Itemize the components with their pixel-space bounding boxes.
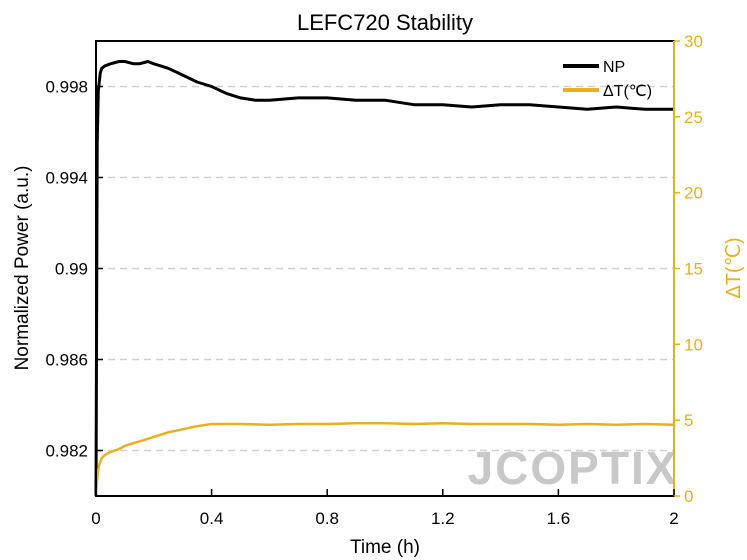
y2-tick-label-1: 5 (684, 411, 693, 430)
y2-axis-label: ΔT(℃) (723, 237, 745, 298)
x-tick-label-0: 0 (91, 509, 100, 528)
x-axis-label: Time (h) (350, 537, 420, 558)
y2-tick-label-2: 10 (684, 335, 703, 354)
y-tick-label-2: 0.99 (55, 260, 88, 279)
y2-tick-label-5: 25 (684, 108, 703, 127)
y-tick-label-4: 0.998 (45, 78, 88, 97)
series-line-dt (94, 421, 675, 497)
x-axis: 0 0.4 0.8 1.2 1.6 2 (91, 489, 679, 528)
series-line-np (94, 60, 674, 497)
y-tick-label-3: 0.994 (45, 169, 88, 188)
legend-label-np: NP (603, 59, 625, 76)
chart-title: LEFC720 Stability (297, 10, 473, 35)
x-tick-label-5: 2 (669, 509, 678, 528)
y2-tick-label-3: 15 (684, 260, 703, 279)
y-tick-label-0: 0.982 (45, 442, 88, 461)
gridlines (96, 85, 674, 452)
legend: NP ΔT(℃) (563, 59, 652, 100)
x-tick-label-3: 1.2 (431, 509, 455, 528)
series-group (94, 60, 675, 497)
y-axis-left: 0.982 0.986 0.99 0.994 0.998 (45, 78, 103, 461)
x-tick-label-2: 0.8 (315, 509, 339, 528)
y2-tick-label-0: 0 (684, 487, 693, 506)
x-tick-label-4: 1.6 (547, 509, 571, 528)
y2-tick-label-4: 20 (684, 184, 703, 203)
y-axis-right: 0 5 10 15 20 25 30 (674, 32, 703, 506)
x-tick-label-1: 0.4 (200, 509, 224, 528)
legend-label-dt: ΔT(℃) (603, 83, 652, 100)
watermark: JCOPTIX (468, 442, 679, 494)
y-axis-label: Normalized Power (a.u.) (12, 166, 33, 371)
y2-tick-label-6: 30 (684, 32, 703, 51)
y-tick-label-1: 0.986 (45, 351, 88, 370)
